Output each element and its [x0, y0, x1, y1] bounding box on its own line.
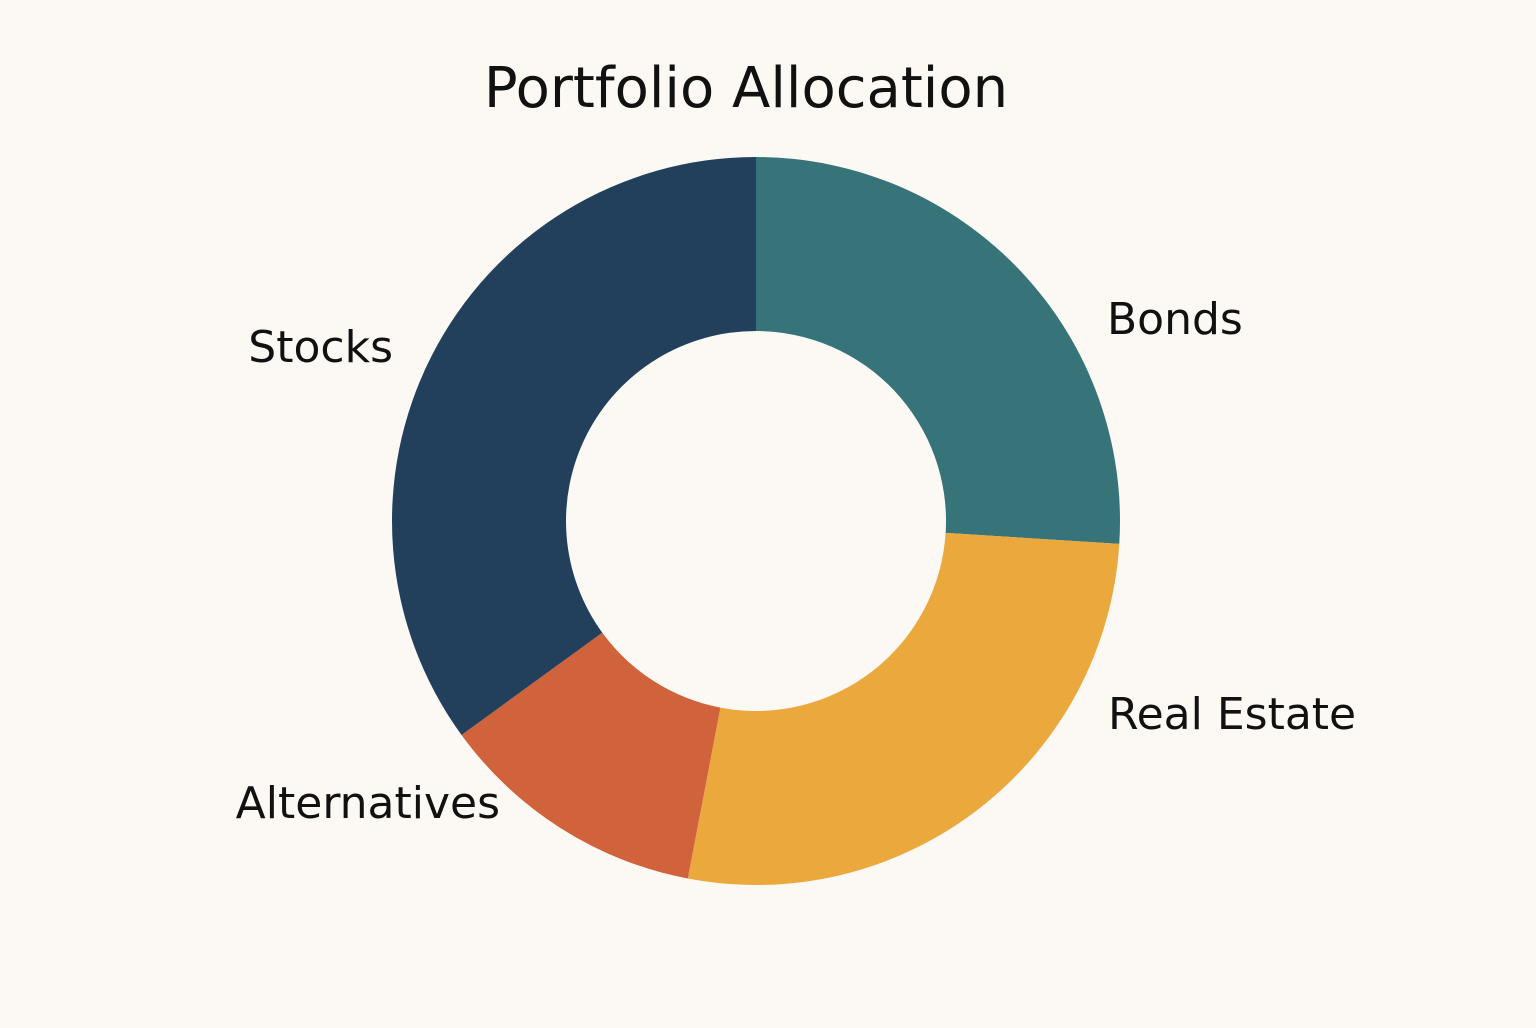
slice-label: Bonds	[1107, 294, 1243, 345]
donut-slice	[461, 632, 721, 879]
slice-label: Stocks	[248, 322, 393, 373]
chart-title: Portfolio Allocation	[484, 56, 1008, 121]
donut-slice	[392, 157, 756, 735]
donut-slice	[756, 157, 1120, 544]
donut-slice	[687, 532, 1120, 885]
slice-label: Real Estate	[1108, 689, 1356, 740]
slice-label: Alternatives	[236, 778, 500, 829]
